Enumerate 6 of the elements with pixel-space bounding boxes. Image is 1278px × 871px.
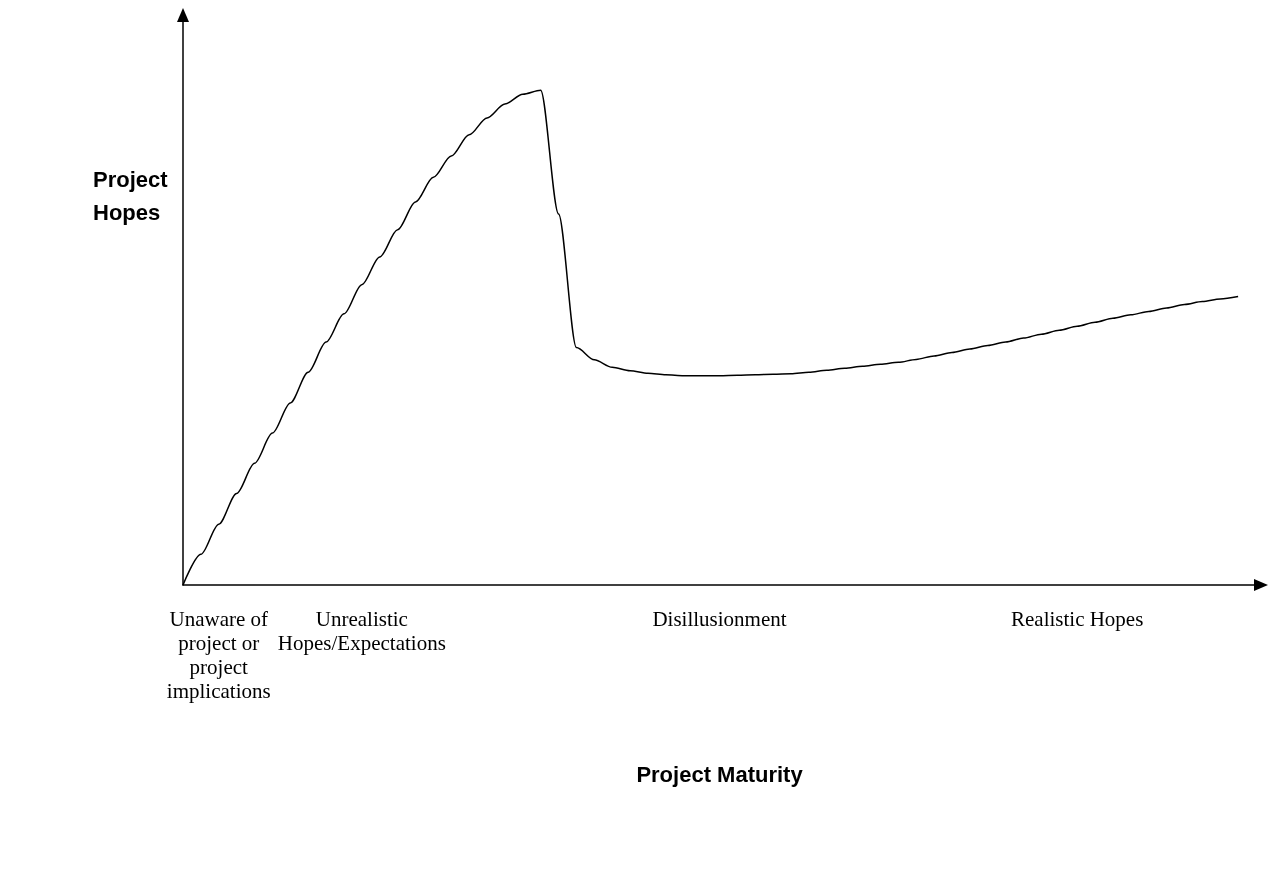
x-tick-label: Realistic Hopes (1010, 607, 1144, 631)
y-axis-title: Project Hopes (93, 167, 174, 225)
x-tick-label: Unrealistic Hopes/Expectations (277, 607, 446, 655)
x-tick-label: Disillusionment (652, 607, 787, 631)
x-axis-title: Project Maturity (636, 761, 804, 787)
x-tick-label: Unaware of project or project implications (166, 607, 271, 703)
